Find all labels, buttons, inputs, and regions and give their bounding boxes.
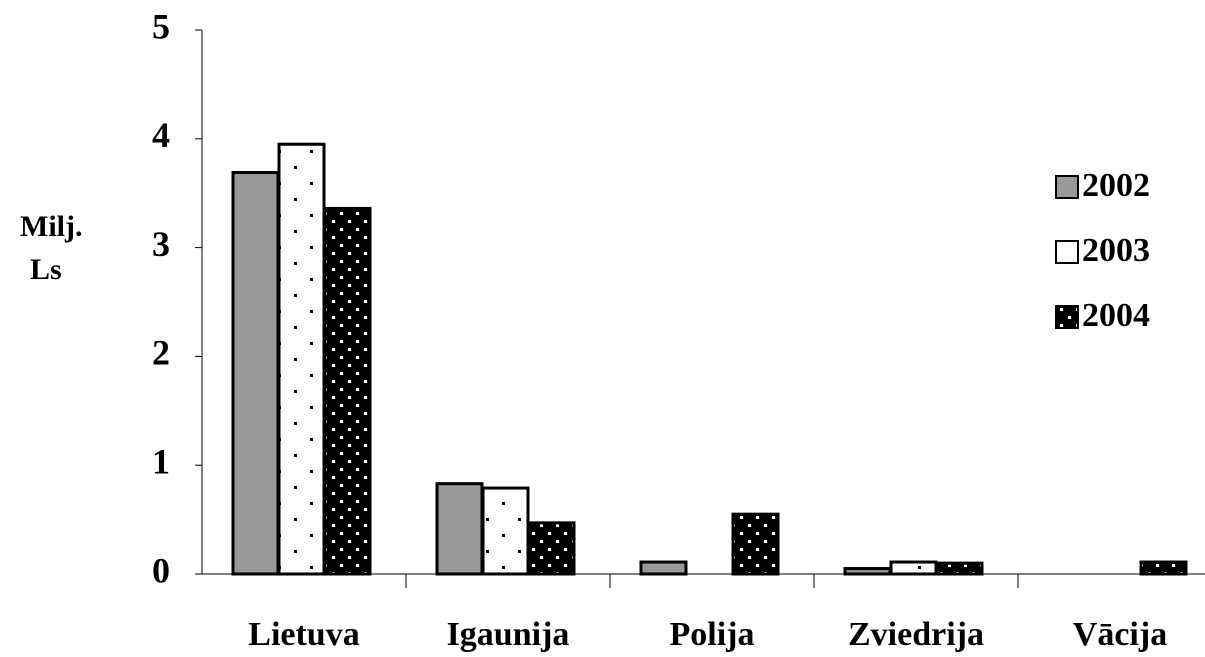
y-tick-label: 3 [152,224,170,264]
x-tick-label: Igaunija [447,616,570,653]
bar [889,560,938,576]
bar [1139,560,1188,576]
x-tick-label: Lietuva [248,616,359,653]
bar [323,206,372,576]
bar [935,561,984,576]
x-tick-label: Vācija [1073,616,1167,653]
bar [639,560,688,576]
y-tick-label: 0 [152,550,170,590]
bar [481,486,530,576]
bar [231,171,280,576]
legend-label: 2004 [1082,297,1150,334]
bar [731,512,780,576]
y-tick-label: 2 [152,333,170,373]
bar [843,567,892,576]
bar [435,482,484,576]
y-tick-label: 1 [152,441,170,481]
legend-swatch [1055,305,1079,329]
x-tick-label: Zviedrija [848,616,984,653]
y-axis-label: Ls [30,253,62,286]
y-tick-label: 4 [152,115,170,155]
x-tick-label: Polija [670,616,755,653]
legend-swatch [1055,240,1079,264]
bar [527,521,576,576]
legend-label: 2002 [1082,167,1150,204]
legend-label: 2003 [1082,232,1150,269]
legend-swatch [1055,175,1079,199]
y-tick-label: 5 [152,6,170,46]
bar [277,142,326,576]
y-axis-label: Milj. [20,210,82,243]
